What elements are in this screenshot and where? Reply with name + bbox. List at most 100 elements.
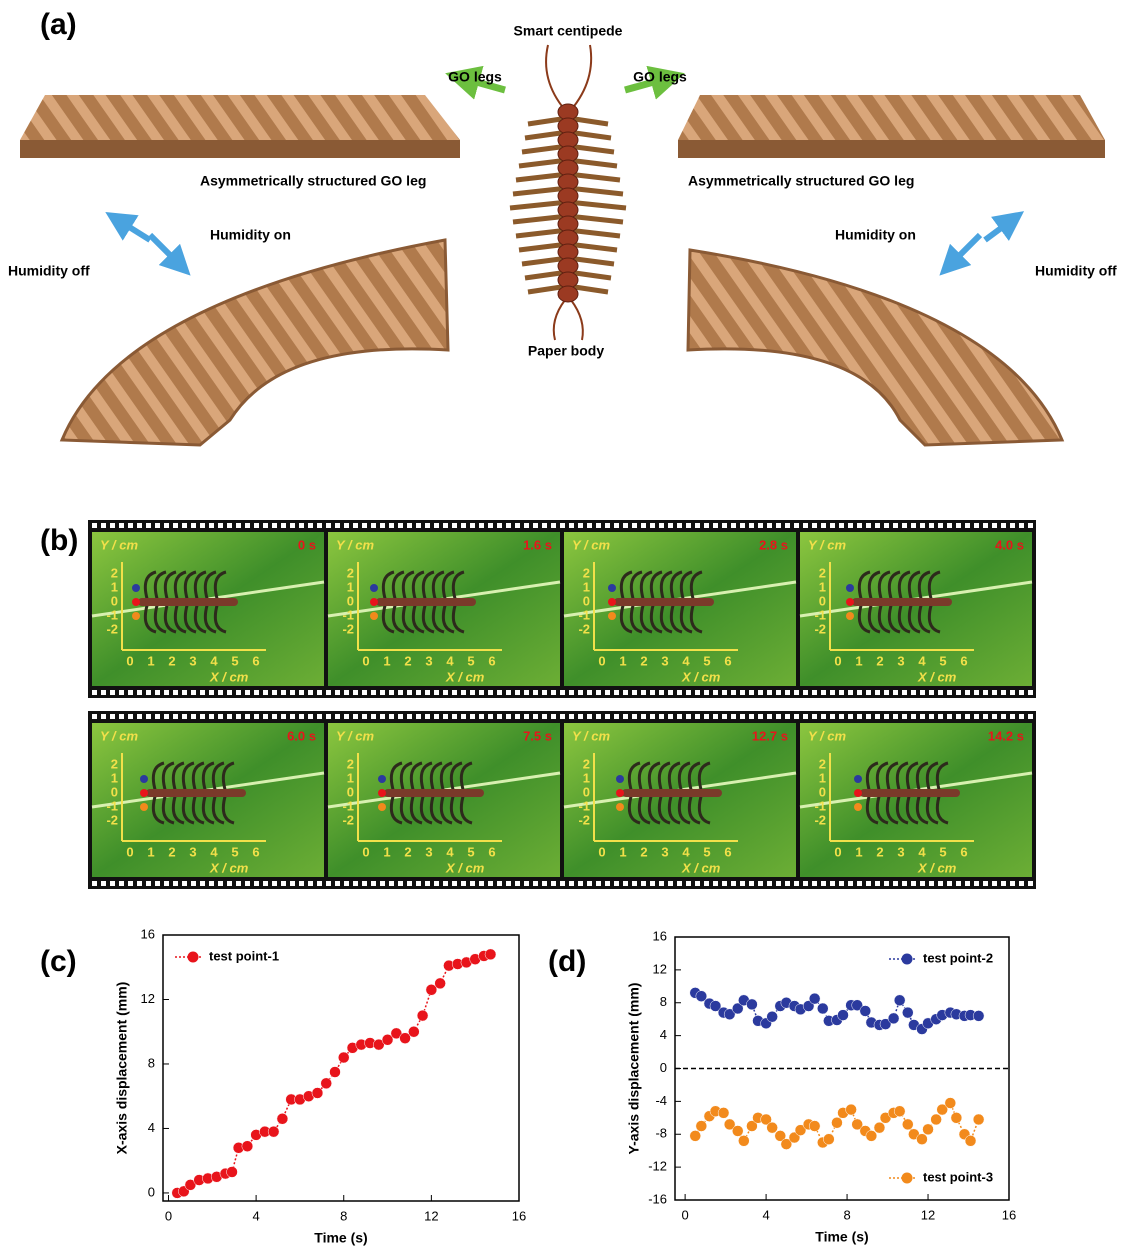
frame-tick-label: 4 [682,653,690,668]
frame-tick-label: -1 [106,607,118,622]
film-hole [533,714,538,719]
film-hole [614,714,619,719]
data-point [485,949,496,960]
film-hole [614,690,619,695]
film-hole [929,523,934,528]
film-hole [686,881,691,886]
frame-tick-label: 0 [583,784,590,799]
film-hole [974,690,979,695]
film-hole [371,523,376,528]
film-hole [569,714,574,719]
film-hole [704,523,709,528]
film-hole [290,714,295,719]
film-hole [236,523,241,528]
panel-label: (d) [548,945,586,978]
centipede-body [384,789,484,797]
frame-tick-label: 1 [383,844,390,859]
frame-tick-label: 3 [661,844,668,859]
legend-label: test point-2 [923,950,993,965]
marker-dot [378,789,386,797]
film-hole [632,714,637,719]
frame-tick-label: 5 [703,844,710,859]
film-hole [965,690,970,695]
film-hole [848,690,853,695]
film-hole [452,714,457,719]
film-hole [713,881,718,886]
film-hole [758,881,763,886]
video-frame: 4.0 sY / cmX / cm0123456210-1-2 [800,532,1032,686]
film-hole [605,690,610,695]
film-hole [533,523,538,528]
film-hole [101,523,106,528]
data-point [973,1010,984,1021]
film-hole [731,881,736,886]
film-hole [353,523,358,528]
x-tick-label: 12 [424,1208,438,1223]
film-hole [794,714,799,719]
film-hole [929,690,934,695]
film-hole [425,523,430,528]
film-hole [497,714,502,719]
film-hole [1010,523,1015,528]
film-hole [452,881,457,886]
film-hole [254,523,259,528]
data-point [767,1011,778,1022]
frame-tick-label: 1 [111,770,118,785]
film-hole [596,881,601,886]
data-point [732,1125,743,1136]
film-hole [740,523,745,528]
y-tick-label: 4 [660,1027,667,1042]
film-hole [641,881,646,886]
film-hole [776,690,781,695]
video-frame: 7.5 sY / cmX / cm0123456210-1-2 [328,723,560,877]
film-hole [398,523,403,528]
frame-tick-label: 3 [425,653,432,668]
film-hole [596,690,601,695]
film-hole [533,690,538,695]
film-hole [155,523,160,528]
film-hole [146,690,151,695]
film-hole [686,714,691,719]
film-hole [407,523,412,528]
frame-axis-label: X / cm [209,669,249,684]
film-hole [254,881,259,886]
film-hole [731,714,736,719]
frame-tick-label: 4 [446,844,454,859]
film-hole [272,881,277,886]
frame-tick-label: 0 [834,844,841,859]
frame-tick-label: 1 [819,579,826,594]
centipede-body [138,598,238,606]
film-hole [659,714,664,719]
annotation: Humidity off [8,263,90,279]
frame-tick-label: 6 [724,653,731,668]
frame-tick-label: 5 [939,653,946,668]
film-hole [110,714,115,719]
film-hole [839,690,844,695]
data-point [894,1106,905,1117]
frame-tick-label: 3 [425,844,432,859]
film-hole [362,690,367,695]
film-hole [731,523,736,528]
film-hole [389,523,394,528]
frame-tick-label: 6 [488,653,495,668]
film-hole [920,690,925,695]
film-hole [1019,881,1024,886]
film-hole [1019,523,1024,528]
film-hole [506,690,511,695]
frame-tick-label: -2 [106,621,118,636]
marker-dot [140,803,148,811]
film-hole [353,714,358,719]
annotation: Humidity on [835,227,916,243]
film-hole [92,690,97,695]
film-hole [479,690,484,695]
film-hole [1028,523,1033,528]
film-hole [218,881,223,886]
film-hole [371,881,376,886]
film-hole [785,690,790,695]
film-hole [344,690,349,695]
film-hole [605,523,610,528]
frame-tick-label: 0 [598,653,605,668]
video-frame: 1.6 sY / cmX / cm0123456210-1-2 [328,532,560,686]
frame-tick-label: 1 [347,770,354,785]
